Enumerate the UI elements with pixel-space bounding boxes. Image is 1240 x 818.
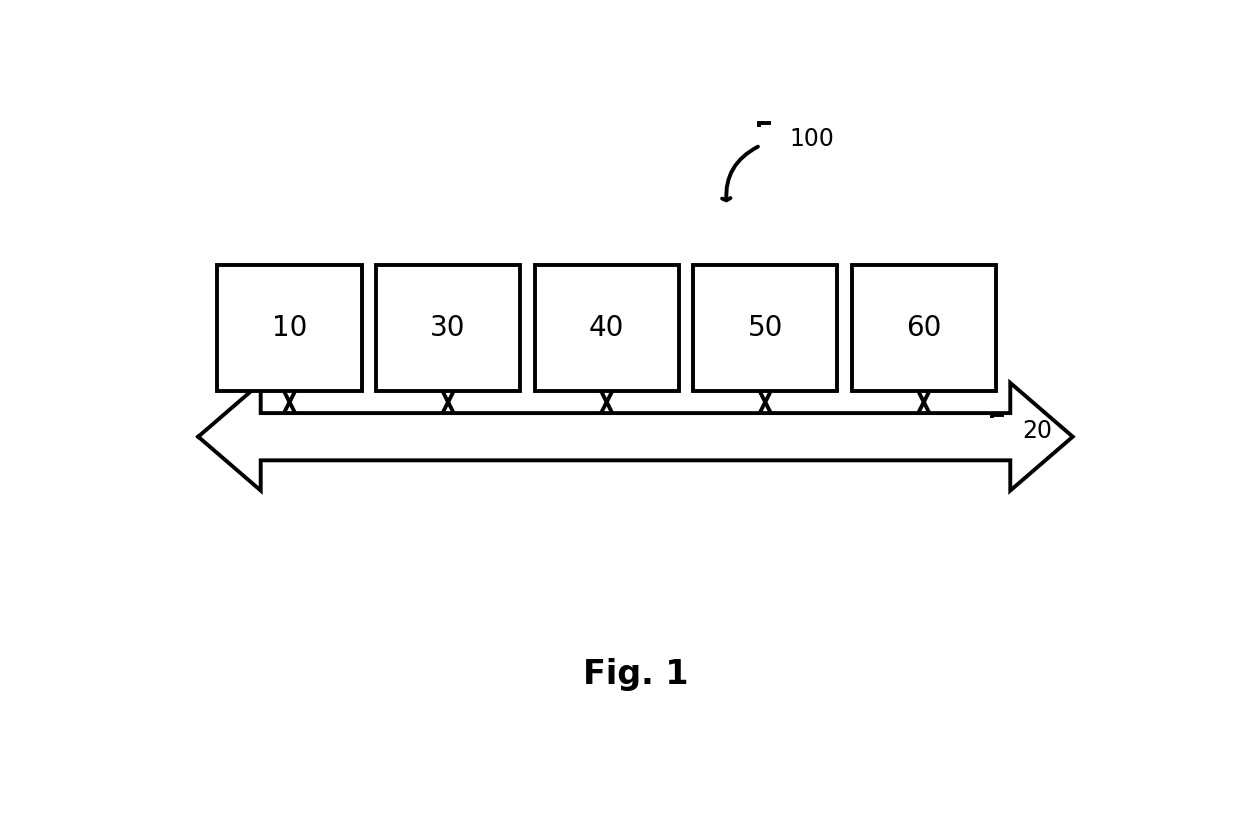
FancyBboxPatch shape [534,265,678,391]
Text: 100: 100 [789,127,835,151]
FancyBboxPatch shape [852,265,996,391]
FancyBboxPatch shape [217,265,362,391]
Text: 20: 20 [1022,419,1052,443]
Text: 60: 60 [906,314,941,342]
FancyBboxPatch shape [376,265,521,391]
FancyBboxPatch shape [693,265,837,391]
Polygon shape [198,383,1073,491]
Text: 50: 50 [748,314,782,342]
Text: Fig. 1: Fig. 1 [583,658,688,691]
Text: 40: 40 [589,314,625,342]
Text: 10: 10 [272,314,308,342]
Text: 30: 30 [430,314,466,342]
